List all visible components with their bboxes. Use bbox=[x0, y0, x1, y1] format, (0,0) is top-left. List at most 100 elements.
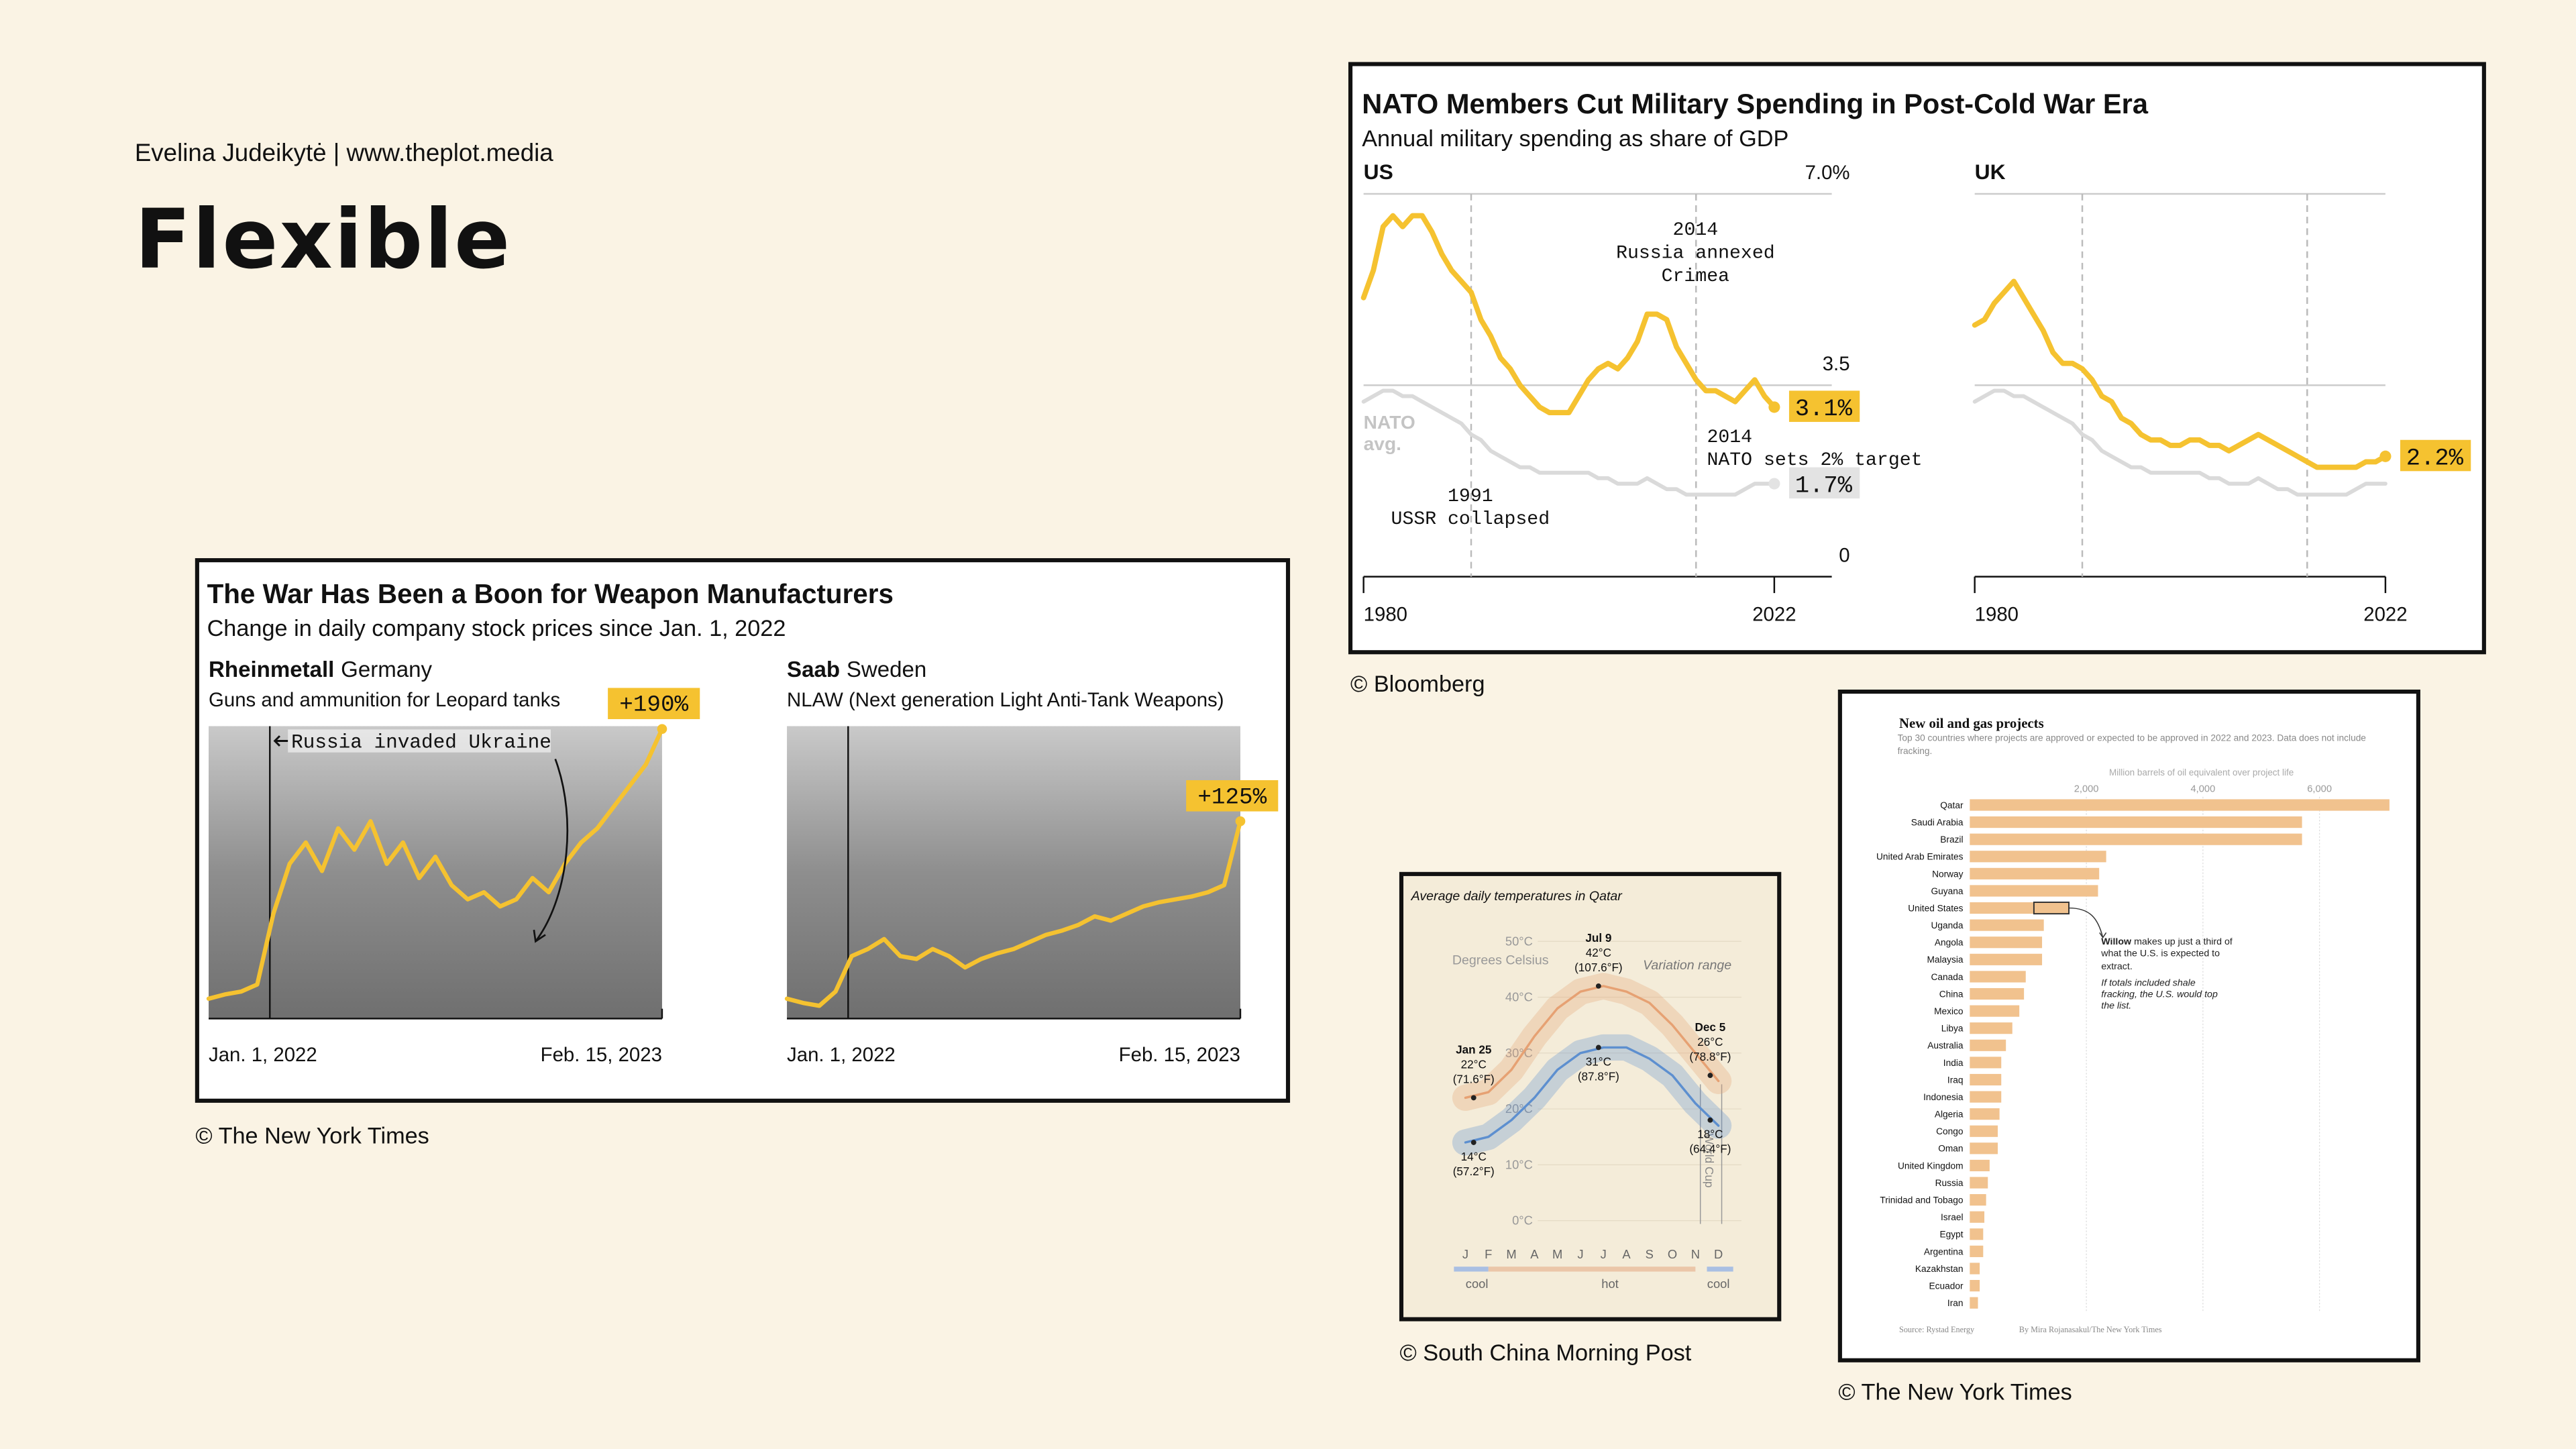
x-tick-label: Jan. 1, 2022 bbox=[209, 1044, 317, 1066]
x-tick-label: Feb. 15, 2023 bbox=[1119, 1044, 1240, 1066]
chart-subtitle: Top 30 countries where projects are appr… bbox=[1897, 734, 2366, 757]
category-label: Kazakhstan bbox=[1915, 1264, 1964, 1274]
bar bbox=[1970, 1297, 1978, 1309]
point-date: Dec 5 bbox=[1695, 1020, 1726, 1034]
point-label: 22°C bbox=[1461, 1057, 1487, 1071]
reference-label: NATO avg. bbox=[1364, 412, 1415, 454]
point-label: (71.6°F) bbox=[1453, 1072, 1495, 1085]
point-dot bbox=[1595, 983, 1601, 989]
category-label: Israel bbox=[1941, 1212, 1964, 1222]
category-label: Australia bbox=[1927, 1040, 1964, 1051]
season-bar bbox=[1454, 1267, 1489, 1272]
bar bbox=[1970, 1125, 1998, 1137]
note-box: Willow makes up just a third of what the… bbox=[2101, 938, 2233, 1012]
y-tick-label: 50°C bbox=[1505, 934, 1533, 948]
x-tick-label: Jan. 1, 2022 bbox=[787, 1044, 896, 1066]
line bbox=[1972, 388, 2387, 497]
category-label: Congo bbox=[1936, 1126, 1964, 1136]
line bbox=[206, 727, 665, 1001]
country: Germany bbox=[341, 657, 432, 682]
credit: © The New York Times bbox=[1838, 1380, 2072, 1405]
annotation: NATO sets 2% target bbox=[1707, 450, 1922, 471]
bar bbox=[1970, 1194, 1986, 1206]
bar bbox=[1970, 1211, 1985, 1223]
bar bbox=[1970, 867, 2100, 879]
credit: © Bloomberg bbox=[1350, 672, 1485, 697]
point-dot bbox=[1470, 1095, 1477, 1101]
end-dot bbox=[1235, 816, 1246, 826]
annotation-year: 1991 bbox=[1448, 486, 1493, 507]
x-tick-label: 1980 bbox=[1975, 604, 2019, 626]
value-label: 2.2% bbox=[2406, 445, 2464, 472]
label-box bbox=[1788, 390, 1860, 422]
category-label: Uganda bbox=[1931, 920, 1964, 930]
y-tick-label: 40°C bbox=[1505, 990, 1533, 1004]
bar bbox=[1970, 902, 2070, 914]
bar bbox=[1970, 953, 2043, 965]
value-label: 1.7% bbox=[1795, 472, 1853, 499]
chart-title: The War Has Been a Boon for Weapon Manuf… bbox=[207, 578, 894, 609]
annotation-year: 2014 bbox=[1673, 220, 1719, 241]
category-label: Saudi Arabia bbox=[1911, 817, 1964, 827]
byline: By Mira Rojanasakul/The New York Times bbox=[2019, 1325, 2162, 1334]
bar bbox=[1970, 1228, 1984, 1240]
axis-label: Million barrels of oil equivalent over p… bbox=[2109, 767, 2294, 777]
x-tick-label: M bbox=[1552, 1247, 1562, 1261]
credit: © South China Morning Post bbox=[1400, 1340, 1692, 1366]
category-label: Iraq bbox=[1947, 1075, 1964, 1085]
note-lead: Willow bbox=[2101, 938, 2132, 949]
point-dot bbox=[1470, 1140, 1477, 1145]
category-label: China bbox=[1939, 989, 1964, 999]
season-label: cool bbox=[1707, 1277, 1730, 1291]
x-tick-label: A bbox=[1530, 1247, 1539, 1261]
note-text: makes up just a third of what the U.S. i… bbox=[2101, 938, 2233, 972]
bar bbox=[1970, 799, 2390, 811]
chart-title: Average daily temperatures in Qatar bbox=[1411, 889, 1623, 904]
label-box bbox=[1186, 780, 1279, 812]
category-label: Indonesia bbox=[1923, 1092, 1964, 1102]
bar bbox=[1970, 919, 2044, 931]
end-dot bbox=[1768, 401, 1780, 413]
x-tick-label: 6,000 bbox=[2307, 784, 2332, 794]
point-dot bbox=[1707, 1073, 1713, 1079]
reference-label-line: avg. bbox=[1364, 433, 1401, 454]
line bbox=[1360, 213, 1777, 415]
category-label: Russia bbox=[1935, 1178, 1964, 1188]
arrow bbox=[273, 735, 288, 747]
chart-subtitle: Change in daily company stock prices sin… bbox=[207, 616, 786, 641]
frame bbox=[1348, 62, 2486, 655]
value-label: +125% bbox=[1197, 784, 1267, 810]
line bbox=[784, 819, 1243, 1008]
x-tick-label: 1980 bbox=[1364, 604, 1407, 626]
x-tick-label: Feb. 15, 2023 bbox=[541, 1044, 662, 1066]
photo bbox=[787, 726, 1240, 1019]
point-label: (64.4°F) bbox=[1689, 1142, 1731, 1156]
point-label: 18°C bbox=[1697, 1128, 1723, 1141]
bar bbox=[1970, 833, 2302, 845]
bar bbox=[1970, 1005, 2020, 1017]
bar bbox=[1970, 1057, 2002, 1069]
bar bbox=[1970, 1108, 2000, 1120]
bar bbox=[1970, 885, 2098, 897]
chart-title: NATO Members Cut Military Spending in Po… bbox=[1362, 88, 2149, 119]
line bbox=[1972, 278, 2388, 470]
value-label: +190% bbox=[619, 692, 688, 718]
annotation-year: 2014 bbox=[1707, 427, 1752, 448]
category-label: Argentina bbox=[1924, 1246, 1964, 1256]
point-dot bbox=[1707, 1117, 1713, 1123]
category-label: Libya bbox=[1941, 1024, 1964, 1034]
line bbox=[1361, 388, 1776, 497]
panel-description: Guns and ammunition for Leopard tanks bbox=[209, 689, 560, 711]
category-label: Iran bbox=[1947, 1298, 1964, 1308]
x-tick-label: 2,000 bbox=[2074, 784, 2099, 794]
y-tick-label: 10°C bbox=[1505, 1157, 1533, 1171]
annotation: Crimea bbox=[1662, 266, 1729, 287]
x-tick-label: O bbox=[1668, 1247, 1677, 1261]
category-label: United Kingdom bbox=[1898, 1161, 1964, 1171]
end-dot bbox=[1768, 478, 1780, 490]
range-label: Variation range bbox=[1643, 958, 1731, 973]
annotation: Russia invaded Ukraine bbox=[291, 731, 551, 753]
point-date: Jan 25 bbox=[1456, 1042, 1492, 1056]
x-tick-label: J bbox=[1577, 1247, 1583, 1261]
bar bbox=[1970, 1073, 2002, 1086]
